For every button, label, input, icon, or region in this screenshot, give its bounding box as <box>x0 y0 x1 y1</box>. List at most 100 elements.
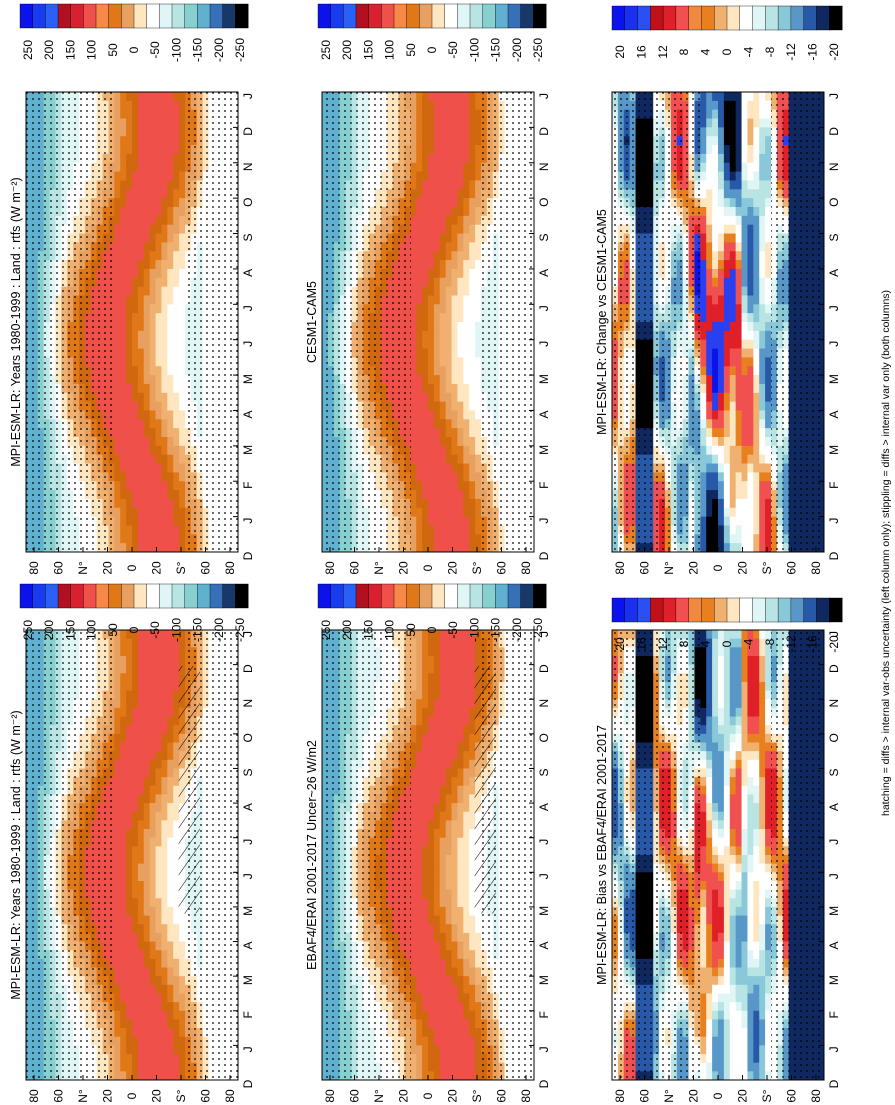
heatmap-cell <box>114 707 121 717</box>
heatmap-cell <box>179 490 186 500</box>
heatmap-cell <box>137 699 145 709</box>
heatmap-cell <box>167 794 174 804</box>
heatmap-cell <box>149 1010 156 1020</box>
heatmap-cell <box>114 863 121 873</box>
heatmap-cell <box>161 304 168 314</box>
heatmap-cell <box>422 1045 429 1055</box>
heatmap-cell <box>137 366 145 376</box>
heatmap-cell <box>173 1010 180 1020</box>
heatmap-cell <box>132 759 139 769</box>
heatmap-cell <box>155 153 162 164</box>
heatmap-cell <box>149 295 156 305</box>
heatmap-cell <box>410 1010 417 1020</box>
heatmap-cell <box>132 1071 139 1081</box>
heatmap-cell <box>132 233 139 243</box>
heatmap-cell <box>410 880 417 891</box>
heatmap-cell <box>428 664 435 674</box>
heatmap-cell <box>179 534 186 544</box>
heatmap-cell <box>120 820 127 830</box>
heatmap-cell <box>161 932 168 942</box>
heatmap-cell <box>126 906 133 916</box>
heatmap-cell <box>167 437 174 447</box>
heatmap-cell <box>114 437 121 447</box>
heatmap-cell <box>126 463 133 473</box>
heatmap-cell <box>126 1019 133 1029</box>
heatmap-cell <box>132 481 139 491</box>
heatmap-cell <box>173 127 180 137</box>
heatmap-cell <box>422 906 429 916</box>
heatmap-cell <box>173 118 180 128</box>
heatmap-cell <box>126 268 133 279</box>
heatmap-cell <box>416 872 423 882</box>
heatmap-cell <box>422 1062 429 1072</box>
heatmap-cell <box>173 855 180 865</box>
heatmap-cell <box>132 472 139 482</box>
heatmap-cell <box>155 976 162 986</box>
heatmap-cell <box>161 260 168 270</box>
heatmap-cell <box>143 366 151 376</box>
heatmap-cell <box>155 215 162 226</box>
heatmap-cell <box>126 768 133 778</box>
heatmap-cell <box>149 224 156 234</box>
heatmap-cell <box>173 716 180 726</box>
heatmap-cell <box>410 976 417 986</box>
heatmap-cell <box>143 630 151 640</box>
heatmap-cell <box>143 967 151 977</box>
heatmap-cell <box>173 950 180 960</box>
heatmap-cell <box>126 330 133 341</box>
heatmap-cell <box>422 638 429 648</box>
heatmap-cell <box>161 286 168 296</box>
heatmap-cell <box>167 189 174 199</box>
heatmap-cell <box>132 846 139 856</box>
heatmap-cell <box>161 950 168 960</box>
heatmap-cell <box>137 647 145 657</box>
heatmap-cell <box>114 543 121 553</box>
heatmap-cell <box>132 215 139 226</box>
heatmap-cell <box>173 525 180 535</box>
heatmap-cell <box>114 699 121 709</box>
heatmap-cell <box>137 295 145 305</box>
month-tick-label: A <box>241 410 255 418</box>
heatmap-cell <box>155 92 162 102</box>
lat-tick-label: 0 <box>125 564 139 571</box>
heatmap-cell <box>143 472 151 482</box>
heatmap-cell <box>179 171 186 181</box>
heatmap-cell <box>149 330 156 341</box>
heatmap-cell <box>149 445 156 456</box>
heatmap-cell <box>173 410 180 420</box>
heatmap-cell <box>173 295 180 305</box>
heatmap-cell <box>155 437 162 447</box>
heatmap-cell <box>120 481 127 491</box>
heatmap-cell <box>439 932 447 942</box>
heatmap-cell <box>155 941 162 951</box>
colorbar-label: -250 <box>233 618 247 642</box>
heatmap-cell <box>428 898 435 908</box>
heatmap-cell <box>149 872 156 882</box>
heatmap-cell <box>137 958 145 968</box>
heatmap-cell <box>155 1028 162 1038</box>
heatmap-cell <box>120 277 127 288</box>
heatmap-cell <box>433 759 441 769</box>
heatmap-cell <box>428 707 435 717</box>
heatmap-cell <box>433 984 441 994</box>
heatmap-cell <box>161 437 168 447</box>
month-tick-label: M <box>241 445 255 455</box>
heatmap-cell <box>149 855 156 865</box>
heatmap-cell <box>132 1045 139 1055</box>
heatmap-cell <box>155 638 162 648</box>
heatmap-cell <box>137 1028 145 1038</box>
heatmap-cell <box>428 768 435 778</box>
heatmap-cell <box>410 647 417 657</box>
heatmap-cell <box>132 295 139 305</box>
heatmap-cell <box>428 630 435 640</box>
heatmap-cell <box>161 207 168 217</box>
heatmap-cell <box>120 699 127 709</box>
heatmap-cell <box>416 638 423 648</box>
heatmap-cell <box>126 454 133 464</box>
heatmap-cell <box>149 277 156 288</box>
heatmap-cell <box>120 785 127 795</box>
heatmap-cell <box>149 357 156 367</box>
heatmap-cell <box>167 118 174 128</box>
heatmap-cell <box>143 993 151 1003</box>
heatmap-cell <box>137 498 145 509</box>
